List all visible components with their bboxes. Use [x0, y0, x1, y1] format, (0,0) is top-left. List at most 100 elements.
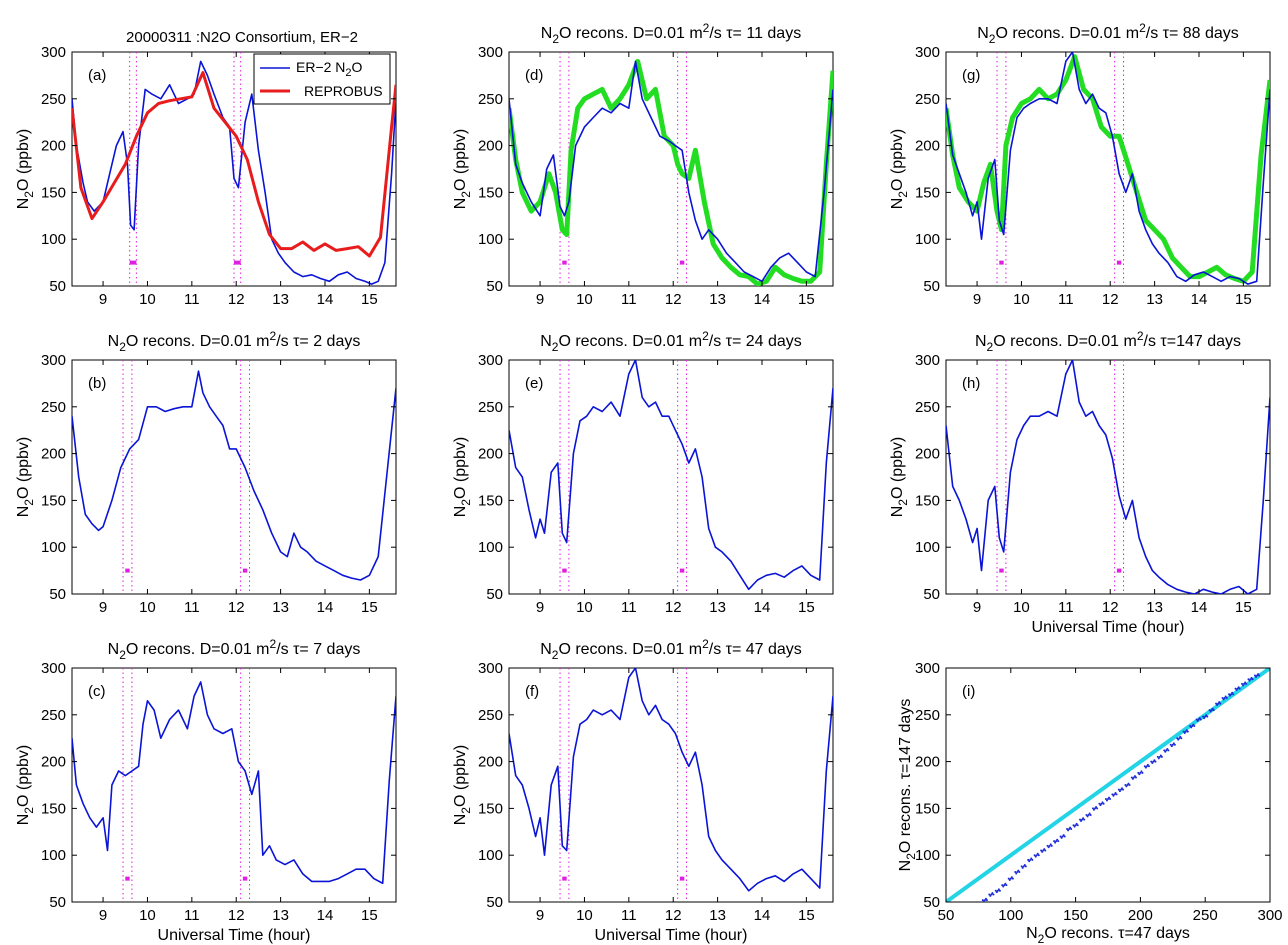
y-tick-label: 100: [478, 539, 503, 556]
x-tick-label: 13: [1146, 291, 1163, 308]
scatter-point: [1083, 818, 1086, 821]
text-part: O (ppbv): [452, 745, 469, 807]
scatter-point: [1245, 682, 1248, 685]
y-tick-label: 150: [41, 492, 66, 509]
y-tick-label: 200: [478, 138, 503, 155]
scatter-point: [1113, 793, 1116, 796]
text-part: 2: [702, 329, 709, 343]
x-tick-label: 9: [536, 907, 544, 924]
scatter-point: [1073, 825, 1076, 828]
x-tick-label: 50: [938, 907, 955, 924]
y-tick-label: 150: [41, 184, 66, 201]
x-tick-label: 11: [184, 599, 200, 616]
scatter-point: [989, 894, 992, 897]
panel-title: N2O recons. D=0.01 m2/s τ= 47 days: [540, 637, 802, 662]
scatter-point: [1238, 687, 1241, 690]
x-tick-label: 150: [1063, 907, 1088, 924]
y-tick-label: 300: [41, 660, 66, 677]
y-tick-label: 200: [41, 754, 66, 771]
text-part: 2: [1139, 21, 1146, 35]
text-part: /s τ=: [276, 641, 309, 658]
y-axis-label: N2O recons. τ=147 days: [897, 699, 918, 872]
y-tick-label: 250: [41, 707, 66, 724]
scatter-point: [1117, 788, 1120, 791]
y-tick-label: 200: [478, 446, 503, 463]
text-part: N: [452, 198, 469, 210]
scatter-point: [1253, 674, 1256, 677]
scatter-point: [1203, 717, 1206, 720]
text-part: 2: [345, 67, 351, 79]
x-tick-label: 13: [272, 599, 289, 616]
scatter-point: [1236, 687, 1239, 690]
y-tick-label: 300: [915, 352, 940, 369]
y-axis-label: N2O (ppbv): [15, 129, 36, 210]
panel-label: (b): [88, 375, 106, 392]
scatter-point: [1191, 725, 1194, 728]
series-line: [509, 360, 833, 591]
x-tick-label: 9: [99, 599, 107, 616]
scatter-point: [1004, 882, 1007, 885]
scatter-point: [1202, 715, 1205, 718]
scatter-point: [1076, 824, 1079, 827]
scatter-point: [1015, 872, 1018, 875]
scatter-point: [1055, 840, 1058, 843]
y-tick-label: 150: [915, 492, 940, 509]
scatter-point: [1050, 844, 1053, 847]
text-part: N: [1026, 925, 1038, 942]
x-tick-label: 14: [1191, 599, 1208, 616]
y-tick-label: 50: [923, 894, 940, 911]
scatter-point: [1034, 855, 1037, 858]
scatter-point: [1042, 849, 1045, 852]
x-tick-label: 15: [1235, 599, 1252, 616]
scatter-point: [1115, 793, 1118, 796]
scatter-point: [1098, 802, 1101, 805]
scatter-point: [1128, 784, 1131, 786]
series-line: [72, 71, 396, 258]
y-tick-label: 300: [478, 44, 503, 61]
x-tick-label: 11: [621, 599, 637, 616]
text-part: 2: [22, 807, 36, 814]
scatter-point: [1037, 854, 1040, 857]
scatter-point: [1096, 807, 1099, 810]
y-tick-label: 150: [478, 800, 503, 817]
x-tick-label: 10: [1013, 291, 1030, 308]
scatter-point: [1035, 854, 1038, 857]
scatter-point: [1249, 678, 1252, 681]
x-tick-label: 15: [361, 599, 378, 616]
scatter-point: [1134, 776, 1137, 779]
scatter-point: [1114, 791, 1117, 794]
x-tick-label: 12: [665, 291, 682, 308]
x-tick-label: 9: [99, 907, 107, 924]
scatter-point: [1241, 682, 1244, 685]
series-line: [509, 668, 833, 892]
y-tick-label: 50: [486, 586, 503, 603]
scatter-point: [1099, 804, 1102, 807]
scatter-point: [1040, 849, 1043, 852]
scatter-point: [988, 893, 991, 896]
scatter-point: [1087, 813, 1090, 816]
panel-title: N2O recons. D=0.01 m2/s τ= 88 days: [977, 21, 1239, 46]
legend-label-er2: ER−2 N2O: [296, 59, 363, 79]
scatter-point: [1235, 688, 1238, 691]
text-part: 2: [119, 340, 126, 354]
text-part: 2: [1137, 329, 1144, 343]
scatter-point: [1044, 849, 1047, 852]
panel-title: N2O recons. D=0.01 m2/s τ= 24 days: [540, 329, 802, 354]
scatter-point: [1243, 682, 1246, 685]
x-tick-label: 13: [709, 599, 726, 616]
y-tick-label: 150: [478, 492, 503, 509]
text-part: 2: [896, 191, 910, 198]
text-part: N: [540, 641, 552, 658]
scatter-point: [1156, 755, 1159, 758]
scatter-point: [1029, 858, 1032, 861]
x-tick-label: 250: [1193, 907, 1218, 924]
scatter-point: [1118, 790, 1121, 793]
scatter-point: [1089, 813, 1092, 816]
scatter-point: [1024, 865, 1027, 868]
scatter-point: [1230, 693, 1233, 696]
y-tick-label: 100: [915, 847, 940, 864]
x-axis-label: Universal Time (hour): [595, 927, 748, 944]
text-part: O: [352, 59, 363, 75]
